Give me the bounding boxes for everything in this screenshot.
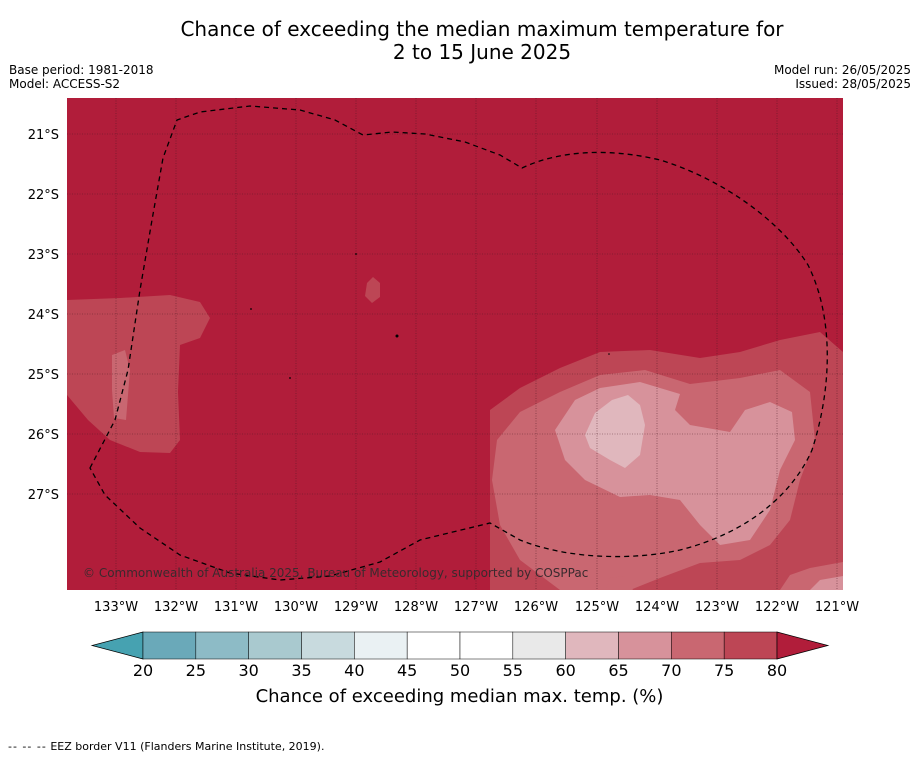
colorbar-tick-label: 40 bbox=[344, 661, 364, 680]
contour-75-80-west bbox=[67, 295, 210, 453]
gridlines bbox=[67, 98, 843, 590]
map-field bbox=[67, 98, 843, 590]
lon-label: 131°W bbox=[214, 600, 258, 615]
colorbar-tick-label: 60 bbox=[555, 661, 575, 680]
lon-label: 130°W bbox=[274, 600, 318, 615]
colorbar-segment bbox=[301, 631, 355, 660]
lon-label: 123°W bbox=[695, 600, 739, 615]
footnote: -- -- -- EEZ border V11 (Flanders Marine… bbox=[8, 740, 324, 753]
colorbar-title: Chance of exceeding median max. temp. (%… bbox=[255, 686, 664, 707]
lon-label: 133°W bbox=[94, 600, 138, 615]
meta-left: Base period: 1981-2018 Model: ACCESS-S2 bbox=[9, 63, 154, 91]
lat-label: 25°S bbox=[28, 368, 59, 383]
contour-70-75-west bbox=[112, 350, 130, 420]
lon-label: 126°W bbox=[514, 600, 558, 615]
colorbar bbox=[90, 631, 830, 660]
lon-label: 127°W bbox=[454, 600, 498, 615]
colorbar-segment bbox=[406, 631, 461, 660]
lon-label: 121°W bbox=[815, 600, 859, 615]
colorbar-tick-label: 50 bbox=[450, 661, 470, 680]
lat-label: 23°S bbox=[28, 248, 59, 263]
lon-label: 132°W bbox=[154, 600, 198, 615]
base-period: Base period: 1981-2018 bbox=[9, 63, 154, 77]
contour-65-70-se bbox=[810, 576, 843, 590]
title-line-1: Chance of exceeding the median maximum t… bbox=[180, 17, 784, 41]
issued-date: Issued: 28/05/2025 bbox=[795, 77, 911, 91]
lat-label: 22°S bbox=[28, 188, 59, 203]
colorbar-segment bbox=[459, 631, 514, 660]
colorbar-segment bbox=[248, 631, 302, 660]
model-run: Model run: 26/05/2025 bbox=[773, 63, 911, 77]
lon-labels: 133°W 132°W 131°W 130°W 129°W 128°W 127°… bbox=[94, 600, 859, 615]
eez-border bbox=[89, 105, 828, 581]
title-line-2: 2 to 15 June 2025 bbox=[392, 40, 572, 64]
lon-label: 122°W bbox=[755, 600, 799, 615]
contour-70-75-s bbox=[606, 576, 633, 590]
colorbar-segment bbox=[723, 631, 778, 660]
lat-label: 21°S bbox=[28, 128, 59, 143]
colorbar-tick-label: 75 bbox=[714, 661, 734, 680]
colorbar-tick-label: 20 bbox=[133, 661, 153, 680]
lat-label: 24°S bbox=[28, 308, 59, 323]
colorbar-segment bbox=[142, 631, 197, 660]
colorbar-under-arrow bbox=[90, 631, 144, 660]
contour-75-80-island bbox=[365, 277, 380, 303]
forecast-map: © Commonwealth of Australia 2025, Bureau… bbox=[28, 98, 859, 680]
lat-labels: 21°S 22°S 23°S 24°S 25°S 26°S 27°S bbox=[28, 128, 59, 503]
lon-label: 128°W bbox=[394, 600, 438, 615]
colorbar-tick-label: 30 bbox=[238, 661, 258, 680]
colorbar-tick-label: 35 bbox=[291, 661, 311, 680]
colorbar-segment bbox=[354, 631, 408, 660]
colorbar-segment bbox=[195, 631, 249, 660]
lon-label: 125°W bbox=[575, 600, 619, 615]
lon-label: 124°W bbox=[635, 600, 679, 615]
eez-legend-dash: -- -- -- bbox=[8, 740, 47, 753]
colorbar-ticks: 20 25 30 35 40 45 50 55 60 65 70 75 80 bbox=[133, 661, 787, 680]
map-title: Chance of exceeding the median maximum t… bbox=[0, 18, 919, 64]
lat-label: 27°S bbox=[28, 488, 59, 503]
lon-label: 129°W bbox=[334, 600, 378, 615]
colorbar-tick-label: 70 bbox=[661, 661, 681, 680]
colorbar-tick-label: 55 bbox=[503, 661, 523, 680]
colorbar-segment bbox=[512, 631, 566, 660]
colorbar-segment bbox=[565, 631, 619, 660]
colorbar-tick-label: 65 bbox=[608, 661, 628, 680]
meta-right: Model run: 26/05/2025 Issued: 28/05/2025 bbox=[774, 63, 911, 91]
lat-label: 26°S bbox=[28, 428, 59, 443]
colorbar-tick-label: 25 bbox=[186, 661, 206, 680]
colorbar-segment bbox=[671, 631, 725, 660]
footnote-text: EEZ border V11 (Flanders Marine Institut… bbox=[50, 740, 325, 753]
copyright-text: © Commonwealth of Australia 2025, Bureau… bbox=[83, 566, 588, 580]
colorbar-tick-label: 45 bbox=[397, 661, 417, 680]
model-name: Model: ACCESS-S2 bbox=[9, 77, 121, 91]
colorbar-segment bbox=[618, 631, 672, 660]
colorbar-over-arrow bbox=[776, 631, 830, 660]
islands bbox=[250, 253, 610, 379]
contour-60-65 bbox=[585, 395, 645, 468]
colorbar-tick-label: 80 bbox=[767, 661, 787, 680]
